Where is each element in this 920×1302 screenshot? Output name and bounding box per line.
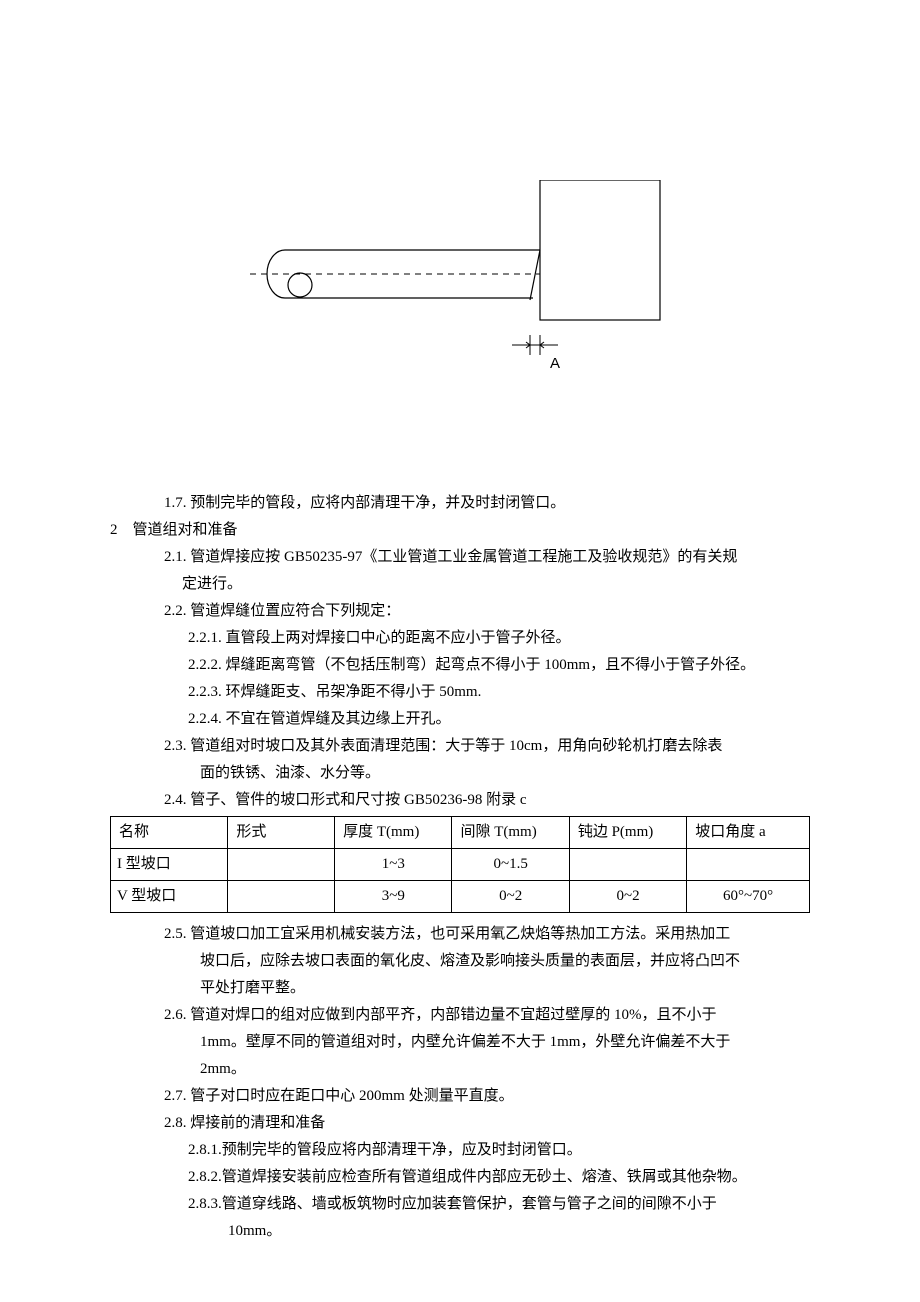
- table-row: V 型坡口 3~9 0~2 0~2 60°~70°: [111, 881, 810, 913]
- heading-2: 2 管道组对和准备: [110, 517, 810, 544]
- para-2-8-3-b: 10mm。: [110, 1218, 810, 1245]
- para-1-7: 1.7. 预制完毕的管段，应将内部清理干净，并及时封闭管口。: [110, 490, 810, 517]
- para-2-6-b: 1mm。壁厚不同的管道组对时，内壁允许偏差不大于 1mm，外壁允许偏差不大于: [110, 1029, 810, 1056]
- cell-form: [228, 849, 335, 881]
- para-2-8: 2.8. 焊接前的清理和准备: [110, 1110, 810, 1137]
- para-2-2-1: 2.2.1. 直管段上两对焊接口中心的距离不应小于管子外径。: [110, 625, 810, 652]
- th-thickness: 厚度 T(mm): [335, 817, 452, 849]
- para-2-2-3: 2.2.3. 环焊缝距支、吊架净距不得小于 50mm.: [110, 679, 810, 706]
- para-2-2-2: 2.2.2. 焊缝距离弯管（不包括压制弯）起弯点不得小于 100mm，且不得小于…: [110, 652, 810, 679]
- cell-angle: [687, 849, 810, 881]
- table-row: I 型坡口 1~3 0~1.5: [111, 849, 810, 881]
- cell-angle: 60°~70°: [687, 881, 810, 913]
- para-2-1-a: 2.1. 管道焊接应按 GB50235-97《工业管道工业金属管道工程施工及验收…: [110, 544, 810, 571]
- cell-gap: 0~2: [452, 881, 569, 913]
- para-2-8-2: 2.8.2.管道焊接安装前应检查所有管道组成件内部应无砂土、熔渣、铁屑或其他杂物…: [110, 1164, 810, 1191]
- th-blunt: 钝边 P(mm): [569, 817, 686, 849]
- cell-thickness: 1~3: [335, 849, 452, 881]
- th-gap: 间隙 T(mm): [452, 817, 569, 849]
- cell-gap: 0~1.5: [452, 849, 569, 881]
- para-2-6-a: 2.6. 管道对焊口的组对应做到内部平齐，内部错边量不宜超过壁厚的 10%，且不…: [110, 1002, 810, 1029]
- th-angle: 坡口角度 a: [687, 817, 810, 849]
- para-2-2-4: 2.2.4. 不宜在管道焊缝及其边缘上开孔。: [110, 706, 810, 733]
- para-2-8-3-a: 2.8.3.管道穿线路、墙或板筑物时应加装套管保护，套管与管子之间的间隙不小于: [110, 1191, 810, 1218]
- para-2-2: 2.2. 管道焊缝位置应符合下列规定：: [110, 598, 810, 625]
- para-2-6-c: 2mm。: [110, 1056, 810, 1083]
- pipe-diagram-container: A: [110, 180, 810, 390]
- para-2-8-1: 2.8.1.预制完毕的管段应将内部清理干净，应及时封闭管口。: [110, 1137, 810, 1164]
- bevel-spec-table: 名称 形式 厚度 T(mm) 间隙 T(mm) 钝边 P(mm) 坡口角度 a …: [110, 816, 810, 913]
- document-body: 1.7. 预制完毕的管段，应将内部清理干净，并及时封闭管口。 2 管道组对和准备…: [110, 490, 810, 1245]
- cell-name: I 型坡口: [111, 849, 228, 881]
- table-header-row: 名称 形式 厚度 T(mm) 间隙 T(mm) 钝边 P(mm) 坡口角度 a: [111, 817, 810, 849]
- th-name: 名称: [111, 817, 228, 849]
- cell-blunt: [569, 849, 686, 881]
- cell-name: V 型坡口: [111, 881, 228, 913]
- para-2-3-b: 面的铁锈、油漆、水分等。: [110, 760, 810, 787]
- cell-blunt: 0~2: [569, 881, 686, 913]
- para-2-3-a: 2.3. 管道组对时坡口及其外表面清理范围：大于等于 10cm，用角向砂轮机打磨…: [110, 733, 810, 760]
- para-2-4: 2.4. 管子、管件的坡口形式和尺寸按 GB50236-98 附录 c: [110, 787, 810, 814]
- pipe-diagram: A: [250, 180, 670, 390]
- cell-thickness: 3~9: [335, 881, 452, 913]
- para-2-1-b: 定进行。: [110, 571, 810, 598]
- cell-form: [228, 881, 335, 913]
- diagram-label-a: A: [550, 355, 560, 372]
- para-2-7: 2.7. 管子对口时应在距口中心 200mm 处测量平直度。: [110, 1083, 810, 1110]
- para-2-5-a: 2.5. 管道坡口加工宜采用机械安装方法，也可采用氧乙炔焰等热加工方法。采用热加…: [110, 921, 810, 948]
- para-2-5-c: 平处打磨平整。: [110, 975, 810, 1002]
- para-2-5-b: 坡口后，应除去坡口表面的氧化皮、熔渣及影响接头质量的表面层，并应将凸凹不: [110, 948, 810, 975]
- th-form: 形式: [228, 817, 335, 849]
